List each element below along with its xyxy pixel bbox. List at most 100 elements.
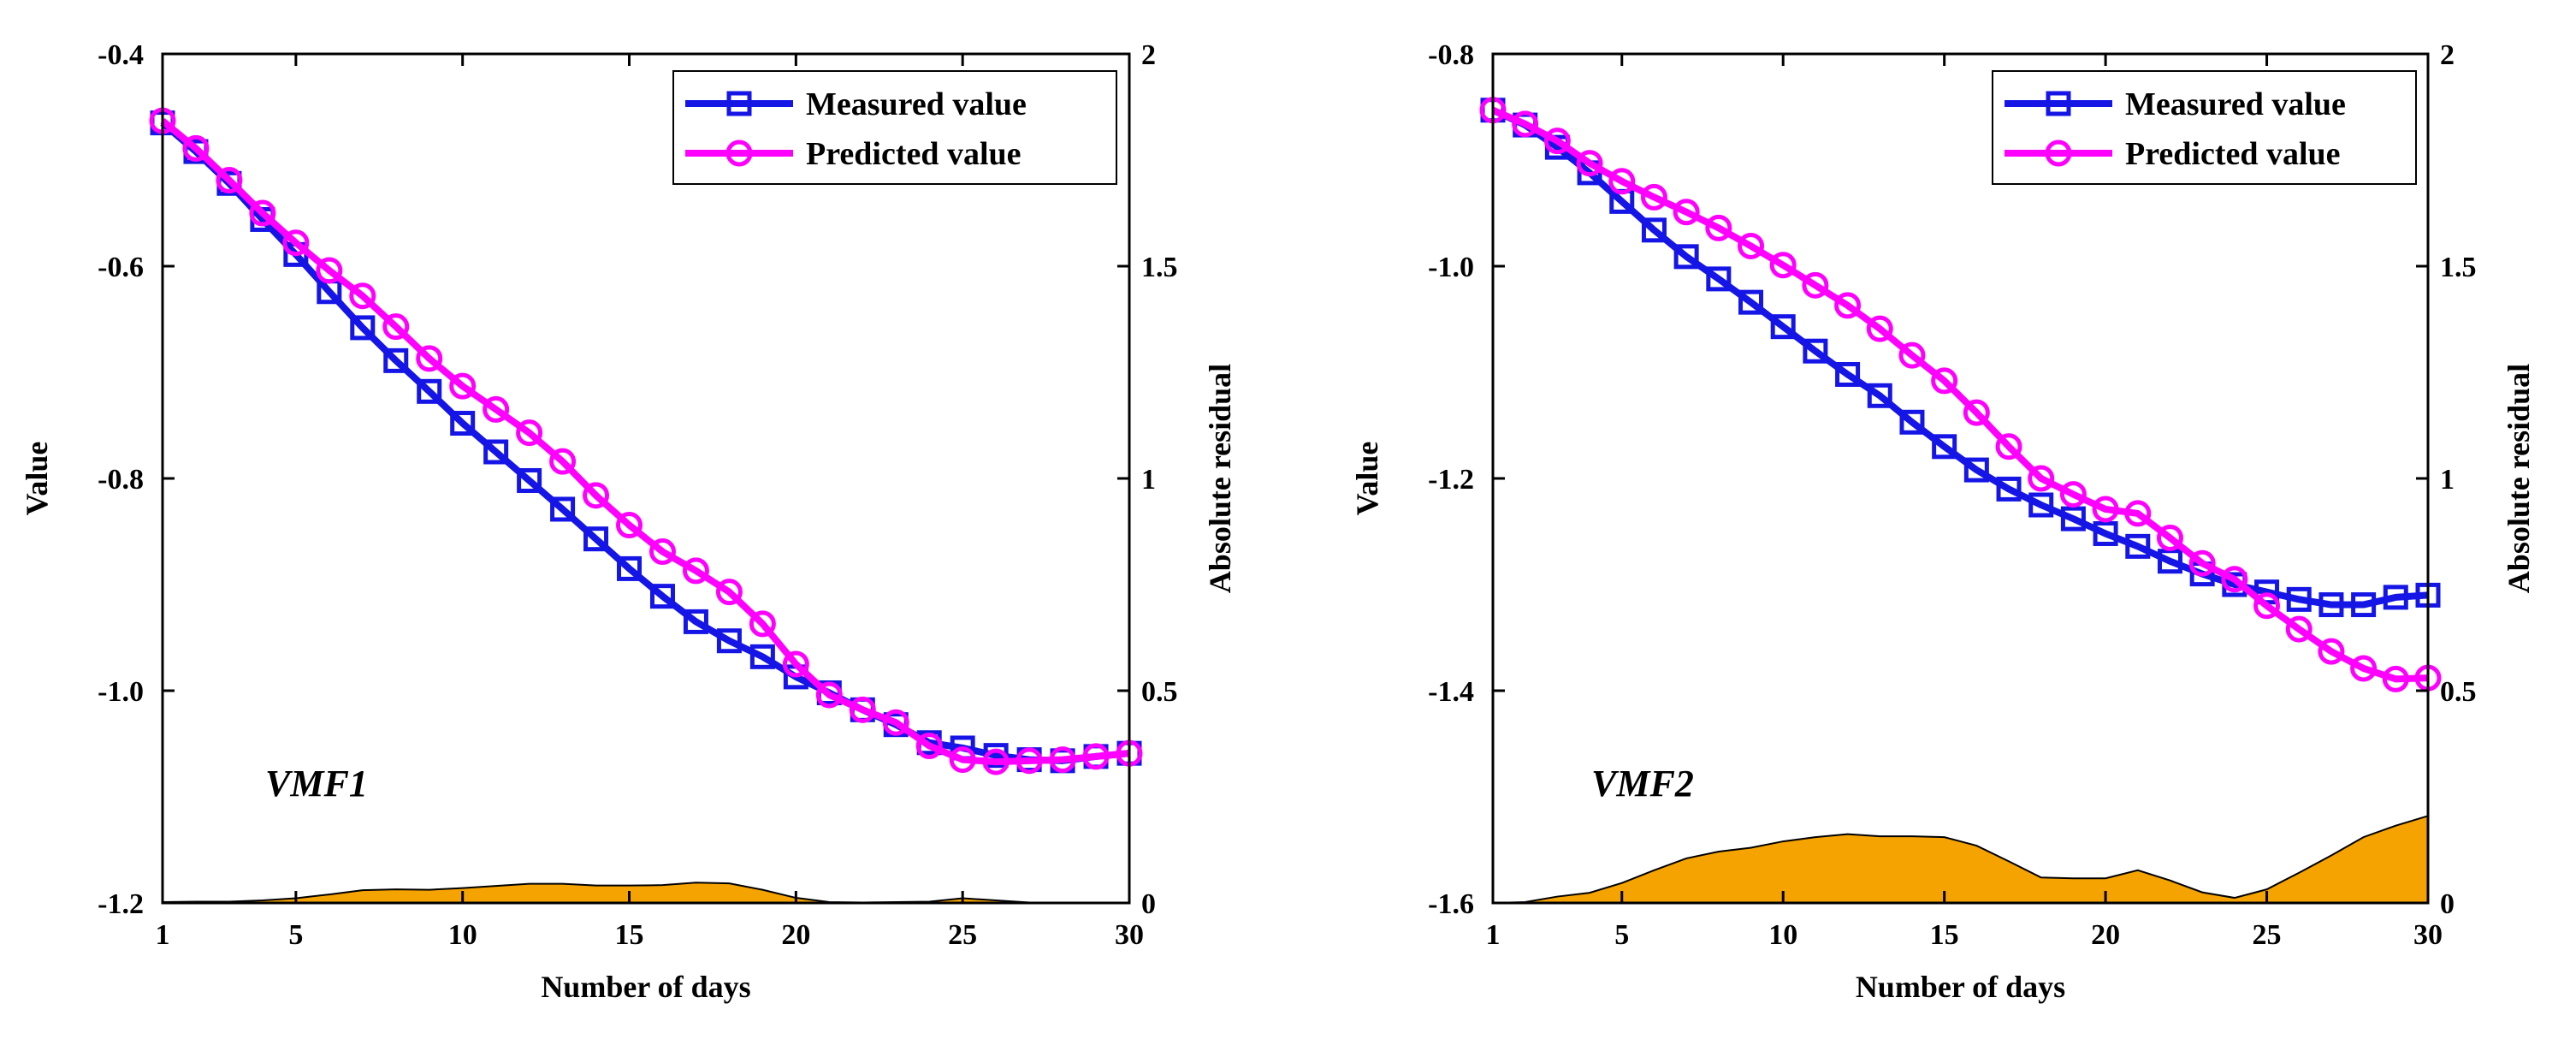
data-point [2028, 465, 2055, 492]
data-point [316, 257, 343, 284]
data-point [1576, 150, 1603, 177]
y2-tick-label: 1 [2440, 464, 2455, 496]
data-point [1963, 457, 1989, 483]
data-point [2093, 520, 2118, 546]
data-point [682, 557, 709, 585]
data-point [1049, 746, 1076, 774]
x-tick-label: 1 [156, 919, 170, 951]
data-point [2351, 592, 2377, 618]
data-point [683, 609, 708, 634]
chart-panel-vmf2: 1 5 10 15 20 25 30 -1.6 -1.4 -1.2 -1.0 -… [1350, 39, 2536, 1004]
data-point [1995, 433, 2022, 460]
data-point [2156, 524, 2183, 551]
y2-tick-label: 2 [2440, 39, 2455, 71]
data-point [616, 512, 643, 539]
panel-annotation: VMF1 [265, 763, 368, 805]
data-point [382, 313, 410, 341]
x-tick-label: 20 [781, 919, 810, 951]
data-point [716, 628, 742, 654]
legend-marker [2046, 91, 2071, 116]
y-tick-label: -1.4 [1428, 676, 1474, 708]
data-point [1996, 476, 2022, 502]
x-tick-label: 15 [1930, 919, 1959, 951]
x-axis-label: Number of days [541, 970, 750, 1004]
y2-tick-label: 0.5 [1141, 676, 1178, 708]
data-point [182, 134, 210, 162]
data-point [1803, 338, 1828, 364]
data-point [1867, 383, 1892, 408]
data-point [648, 538, 676, 566]
x-tick-label: 25 [948, 919, 977, 951]
y2-tick-label: 0 [1141, 888, 1156, 920]
data-point [617, 555, 643, 581]
legend-label: Predicted value [806, 136, 1022, 172]
y2-tick-labels: 0 0.5 1 1.5 2 [2440, 39, 2477, 920]
data-point [2285, 615, 2312, 643]
y-tick-label: -1.6 [1428, 888, 1474, 920]
y2-tick-labels: 0 0.5 1 1.5 2 [1141, 39, 1178, 920]
series-line [160, 120, 1130, 764]
legend-marker [725, 140, 753, 167]
x-tick-label: 5 [1614, 919, 1629, 951]
y2-axis-label: Absolute residual [2502, 364, 2536, 593]
data-point [2382, 665, 2409, 692]
data-point [1898, 341, 1926, 369]
data-point [1899, 409, 1925, 435]
data-point [550, 496, 576, 522]
data-point [1705, 214, 1732, 241]
data-point [583, 482, 610, 509]
y2-tick-label: 1.5 [1141, 252, 1178, 283]
data-point [1770, 314, 1796, 340]
data-point [517, 467, 542, 493]
data-point [1769, 252, 1797, 279]
data-point [882, 709, 909, 736]
x-tick-label: 5 [288, 919, 303, 951]
data-point [2383, 585, 2408, 610]
x-tick-label: 10 [1768, 919, 1797, 951]
y-axis-label: Value [20, 442, 54, 516]
data-point [417, 378, 442, 404]
x-tick-labels: 1 5 10 15 20 25 30 [156, 919, 1145, 951]
data-point [2125, 533, 2151, 559]
x-axis-label: Number of days [1856, 970, 2065, 1004]
y-tick-label: -0.4 [98, 39, 144, 71]
panel-annotation: VMF2 [1591, 763, 1694, 805]
data-point [1834, 292, 1862, 319]
x-tick-label: 15 [615, 919, 644, 951]
data-point [450, 411, 476, 436]
data-point [2318, 638, 2345, 665]
tick-marks [1491, 52, 2430, 905]
data-point [1706, 266, 1732, 292]
x-tick-label: 25 [2253, 919, 2282, 951]
data-point [2028, 492, 2054, 518]
y2-tick-label: 0 [2440, 888, 2455, 920]
x-tick-label: 30 [2413, 919, 2443, 951]
data-point [1082, 743, 1110, 770]
y2-tick-label: 1.5 [2440, 252, 2477, 283]
data-point [782, 650, 809, 678]
data-point [1543, 128, 1571, 155]
legend: Measured value Predicted value [672, 70, 1117, 185]
legend-label: Measured value [2125, 86, 2346, 122]
y-tick-label: -1.0 [1428, 252, 1474, 283]
series-line [1491, 107, 2429, 683]
data-point [2350, 655, 2378, 682]
y-tick-label: -1.2 [1428, 464, 1474, 496]
data-point [449, 372, 477, 400]
data-point [815, 681, 843, 709]
data-point [383, 347, 409, 373]
legend-marker [2045, 140, 2072, 167]
data-point [350, 315, 376, 341]
y2-tick-label: 1 [1141, 464, 1156, 496]
residual-area-layer [1492, 814, 2429, 904]
data-point [915, 732, 943, 759]
data-point [416, 345, 443, 372]
x-tick-labels: 1 5 10 15 20 25 30 [1486, 919, 2443, 951]
residual-area [1492, 814, 2429, 904]
data-point [1802, 271, 1829, 299]
data-point [1963, 399, 1990, 426]
data-point [583, 526, 609, 552]
tick-marks [161, 52, 1131, 905]
data-point [1640, 183, 1667, 211]
data-point [1738, 232, 1765, 259]
